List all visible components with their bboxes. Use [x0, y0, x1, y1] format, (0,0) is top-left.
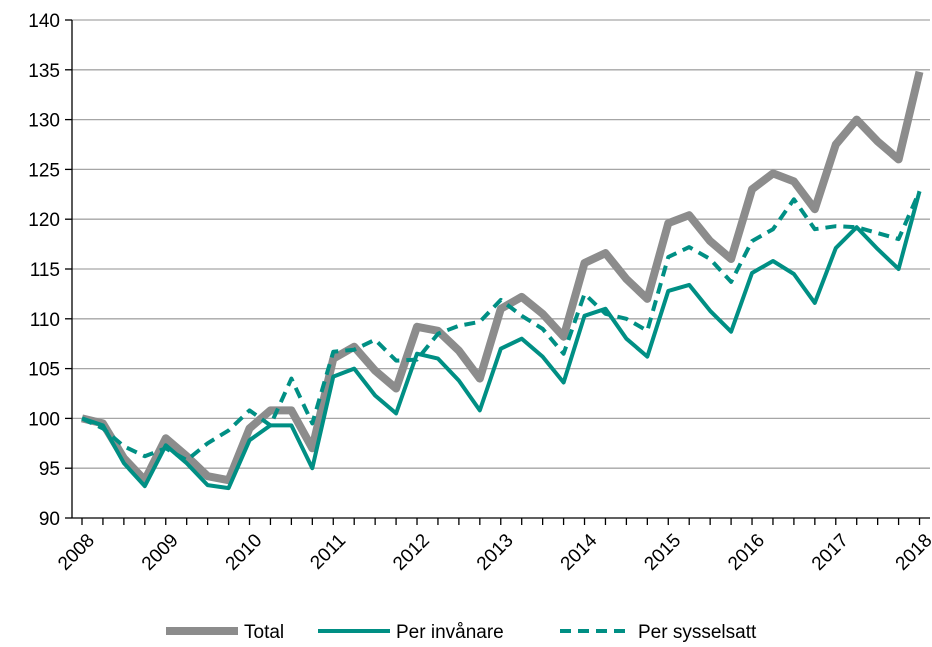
y-tick-label-90: 90 [39, 509, 60, 530]
y-tick-label-115: 115 [30, 260, 60, 281]
y-tick-label-130: 130 [28, 111, 60, 132]
y-tick-label-105: 105 [28, 360, 60, 381]
x-tick-label-2014: 2014 [557, 530, 602, 575]
series-line-1 [81, 70, 924, 485]
x-tick-label-2008: 2008 [54, 530, 99, 575]
y-axis-tick-labels: 90 95 100 105 110 115 120 125 130 135 140 [28, 11, 60, 530]
series-line-2 [81, 190, 922, 491]
y-tick-label-110: 110 [30, 310, 60, 331]
y-tick-label-95: 95 [39, 459, 60, 480]
x-tick-label-2017: 2017 [808, 530, 853, 575]
y-tick-label-140: 140 [28, 11, 60, 32]
legend-label-3: Per sysselsatt [638, 622, 757, 643]
x-tick-label-2016: 2016 [724, 530, 769, 575]
gridlines [65, 19, 930, 519]
legend-label-1: Total [244, 622, 284, 643]
legend-label-2: Per invånare [396, 622, 504, 643]
x-tick-label-2015: 2015 [640, 530, 685, 575]
x-axis: 2008 2009 2010 2011 2012 2013 2014 2015 2016 2017… [54, 517, 932, 575]
x-tick-label-2011: 2011 [306, 530, 350, 574]
x-tick-label-2013: 2013 [473, 530, 518, 575]
x-tick-label-2018: 2018 [892, 530, 932, 575]
y-tick-label-125: 125 [28, 160, 60, 181]
x-tick-label-2010: 2010 [222, 530, 267, 575]
x-tick-label-2009: 2009 [138, 530, 183, 575]
legend: Total Per invånare Per sysselsatt [166, 622, 757, 643]
series-lines [81, 70, 924, 491]
series-line-3 [81, 190, 922, 463]
x-tick-label-2012: 2012 [389, 530, 434, 575]
y-tick-label-100: 100 [28, 409, 60, 430]
y-tick-label-135: 135 [28, 61, 60, 82]
y-tick-label-120: 120 [28, 210, 60, 231]
